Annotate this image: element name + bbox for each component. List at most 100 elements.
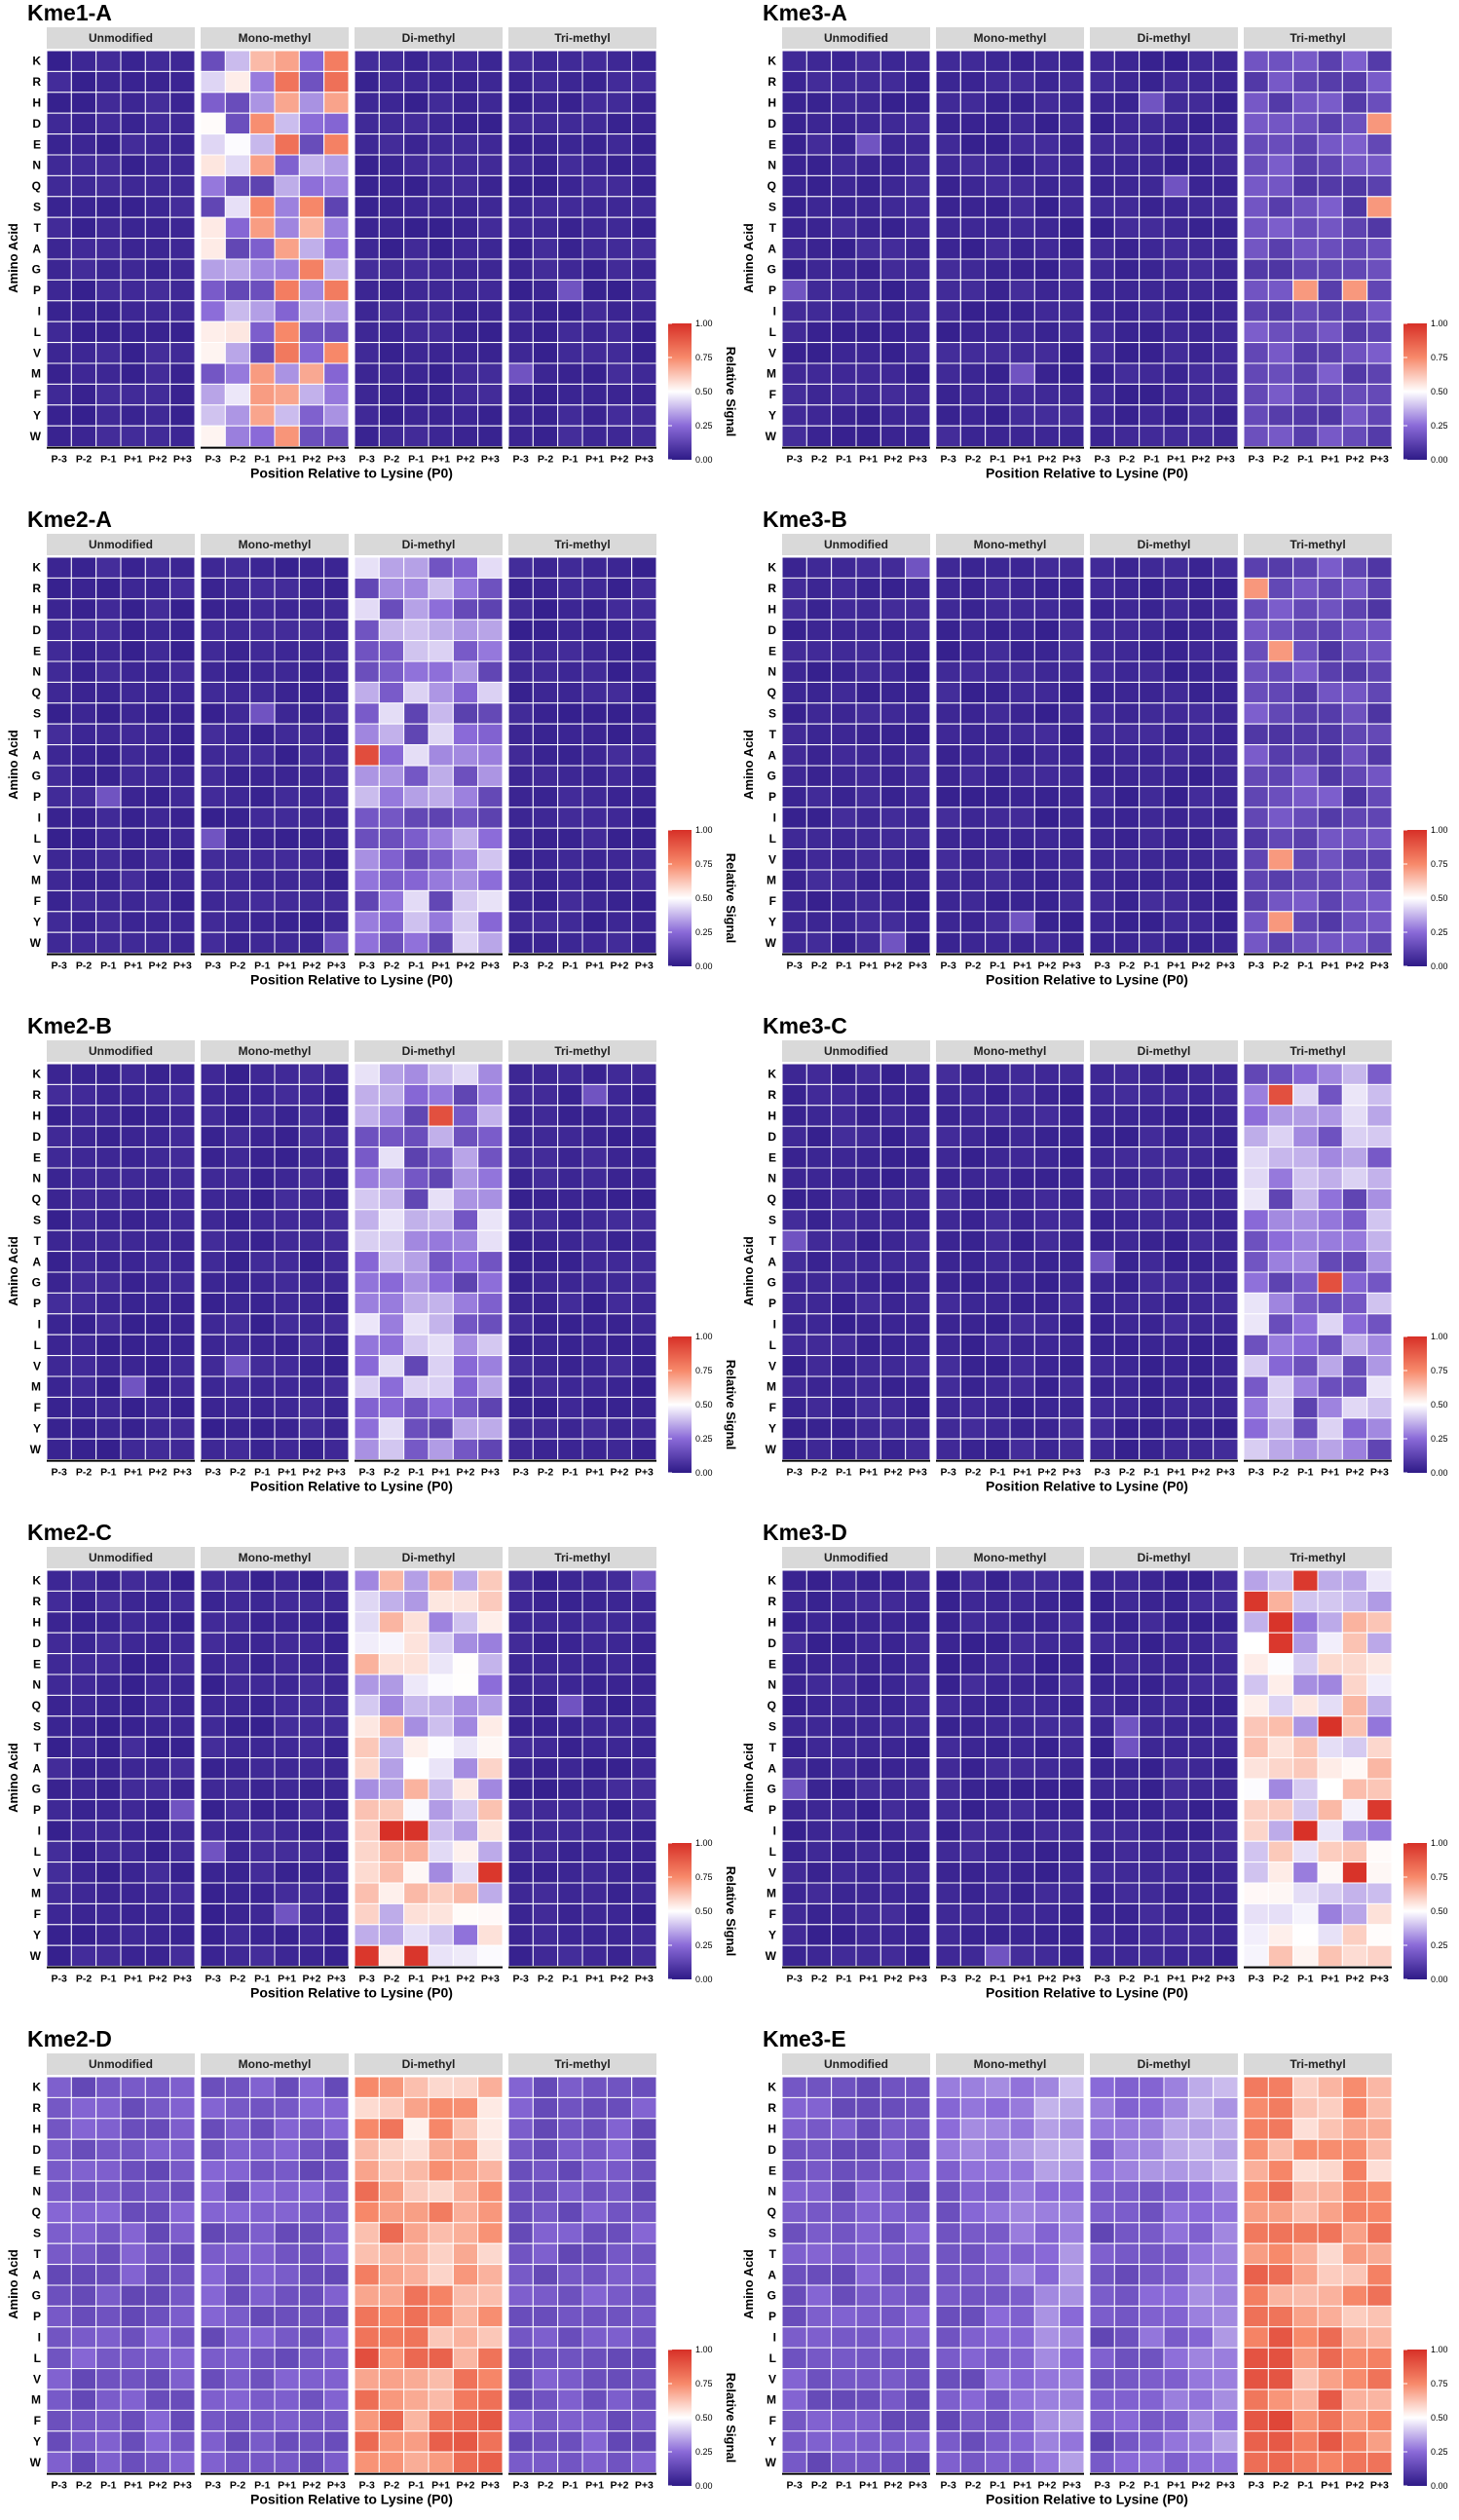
col-tick-label: P+3 bbox=[327, 960, 346, 972]
heatmap-cell bbox=[403, 2264, 430, 2286]
heatmap-cell bbox=[1033, 2242, 1061, 2266]
heatmap-cell bbox=[959, 640, 987, 662]
heatmap-cell bbox=[905, 1715, 931, 1738]
heatmap-cell bbox=[403, 1417, 430, 1440]
heatmap-cell bbox=[144, 300, 171, 322]
row-tick-label: H bbox=[767, 1616, 776, 1630]
col-tick-label: P-2 bbox=[965, 1974, 982, 1985]
row-tick-label: I bbox=[38, 811, 41, 825]
heatmap-cell bbox=[1366, 133, 1393, 156]
heatmap-cell bbox=[532, 1924, 559, 1946]
heatmap-cell bbox=[46, 70, 72, 94]
legend-tick-label: 1.00 bbox=[695, 1838, 713, 1848]
heatmap-cell bbox=[959, 1882, 987, 1904]
heatmap-cell bbox=[428, 216, 454, 240]
heatmap-cell bbox=[606, 2222, 633, 2244]
heatmap-cell bbox=[855, 1438, 881, 1461]
heatmap-cell bbox=[606, 1271, 633, 1294]
heatmap-cell bbox=[274, 1674, 300, 1696]
row-tick-label: T bbox=[34, 2247, 42, 2261]
heatmap-cell bbox=[581, 1167, 608, 1189]
heatmap-cell bbox=[581, 112, 608, 135]
heatmap-cell bbox=[46, 723, 72, 746]
heatmap-cell bbox=[1033, 2222, 1061, 2244]
heatmap-cell bbox=[120, 174, 146, 198]
heatmap-cell bbox=[477, 1944, 504, 1968]
heatmap-cell bbox=[46, 1590, 72, 1613]
row-tick-label: K bbox=[767, 1574, 776, 1588]
heatmap-cell bbox=[532, 2222, 559, 2244]
heatmap-cell bbox=[1341, 1569, 1368, 1592]
heatmap-cell bbox=[1187, 556, 1215, 579]
col-tick-label: P-1 bbox=[408, 454, 425, 466]
heatmap-cell bbox=[169, 1924, 196, 1946]
heatmap-cell bbox=[631, 425, 657, 448]
heatmap-cell bbox=[1163, 1590, 1189, 1613]
heatmap-cell bbox=[1267, 112, 1294, 135]
heatmap-cell bbox=[403, 744, 430, 767]
heatmap-cell bbox=[274, 2264, 300, 2286]
heatmap-cell bbox=[557, 279, 583, 302]
heatmap-cell bbox=[323, 238, 350, 260]
heatmap-cell bbox=[606, 1632, 633, 1655]
heatmap-cell bbox=[507, 1271, 534, 1294]
heatmap-cell bbox=[298, 425, 325, 448]
heatmap-cell bbox=[1009, 1798, 1035, 1822]
row-tick-label: H bbox=[32, 603, 41, 617]
heatmap-cell bbox=[1292, 1924, 1319, 1946]
heatmap-cell bbox=[631, 2347, 657, 2370]
heatmap-cell bbox=[1187, 702, 1215, 725]
heatmap-cell bbox=[1009, 383, 1035, 406]
heatmap-cell bbox=[1009, 70, 1035, 94]
col-tick-label: P+2 bbox=[1192, 454, 1211, 466]
heatmap-cell bbox=[249, 1125, 276, 1148]
heatmap-cell bbox=[507, 154, 534, 176]
heatmap-cell bbox=[323, 869, 350, 891]
heatmap-cell bbox=[985, 2160, 1011, 2182]
heatmap-cell bbox=[1089, 785, 1115, 809]
heatmap-cell bbox=[606, 1798, 633, 1822]
heatmap-cell bbox=[169, 2368, 196, 2390]
heatmap-cell bbox=[1341, 1757, 1368, 1780]
heatmap-cell bbox=[477, 2200, 504, 2224]
heatmap-cell bbox=[507, 723, 534, 746]
heatmap-cell bbox=[477, 723, 504, 746]
heatmap-cell bbox=[879, 911, 907, 933]
heatmap-cell bbox=[298, 556, 325, 579]
heatmap-cell bbox=[120, 404, 146, 427]
heatmap-cell bbox=[1033, 1569, 1061, 1592]
heatmap-cell bbox=[1059, 362, 1085, 385]
heatmap-cell bbox=[935, 1375, 961, 1398]
heatmap-cell bbox=[1267, 1147, 1294, 1169]
heatmap-cell bbox=[1033, 619, 1061, 642]
row-tick-label: R bbox=[32, 75, 41, 89]
heatmap-cell bbox=[1059, 112, 1085, 135]
heatmap-cell bbox=[1139, 216, 1165, 240]
heatmap-cell bbox=[354, 1882, 380, 1904]
heatmap-cell bbox=[1113, 1167, 1141, 1189]
heatmap-cell bbox=[606, 2326, 633, 2349]
facet-strip-label: Mono-methyl bbox=[239, 538, 312, 551]
heatmap-cell bbox=[1317, 1778, 1343, 1800]
heatmap-cell bbox=[1243, 1083, 1269, 1107]
heatmap-cell bbox=[1113, 383, 1141, 406]
panel-title: Kme2-C bbox=[27, 1520, 112, 1545]
heatmap-cell bbox=[298, 1778, 325, 1800]
heatmap-cell bbox=[631, 1757, 657, 1780]
col-tick-label: P-2 bbox=[811, 960, 828, 972]
heatmap-cell bbox=[428, 1105, 454, 1127]
heatmap-cell bbox=[1113, 1438, 1141, 1461]
heatmap-cell bbox=[1139, 1569, 1165, 1592]
heatmap-cell bbox=[70, 2118, 97, 2140]
heatmap-cell bbox=[1009, 1063, 1035, 1085]
heatmap-cell bbox=[879, 2284, 907, 2307]
heatmap-cell bbox=[1213, 1611, 1239, 1634]
heatmap-cell bbox=[985, 1209, 1011, 1231]
heatmap-cell bbox=[805, 2242, 833, 2266]
heatmap-cell bbox=[403, 362, 430, 385]
heatmap-cell bbox=[274, 1736, 300, 1759]
heatmap-cell bbox=[781, 2118, 807, 2140]
heatmap-cell bbox=[905, 1862, 931, 1884]
heatmap-cell bbox=[831, 848, 857, 871]
heatmap-cell bbox=[1213, 2118, 1239, 2140]
